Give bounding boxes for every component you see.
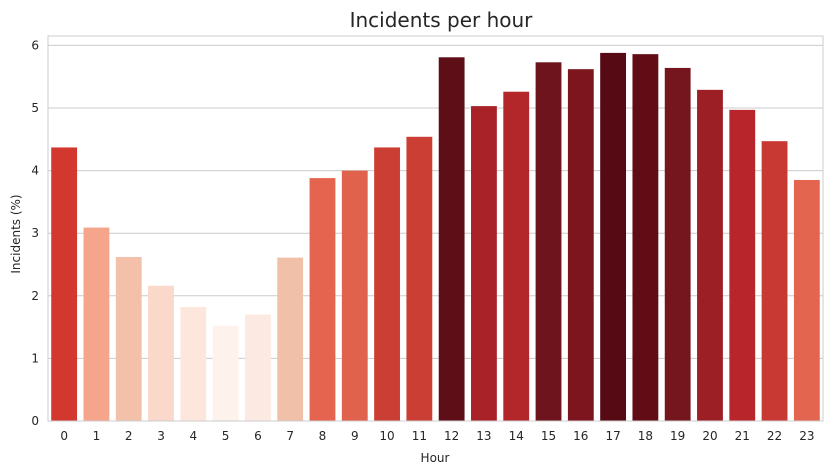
plot-frame <box>47 35 824 422</box>
bars <box>51 52 820 422</box>
bar-hour-3 <box>148 285 174 421</box>
bar-hour-23 <box>793 179 820 421</box>
chart-title: Incidents per hour <box>350 8 534 32</box>
bar-hour-9 <box>341 170 368 421</box>
y-tick-label: 3 <box>31 226 39 240</box>
x-tick-label: 1 <box>93 429 101 443</box>
bar-hour-11 <box>406 136 433 421</box>
bar-hour-16 <box>567 69 594 421</box>
x-tick-label: 6 <box>254 429 262 443</box>
x-tick-label: 8 <box>319 429 327 443</box>
x-tick-label: 13 <box>476 429 491 443</box>
x-tick-label: 12 <box>444 429 459 443</box>
x-tick-label: 9 <box>351 429 359 443</box>
x-tick-label: 19 <box>670 429 685 443</box>
bar-hour-4 <box>180 307 207 421</box>
x-tick-label: 15 <box>541 429 556 443</box>
bar-hour-14 <box>503 91 530 421</box>
bar-hour-0 <box>51 147 78 421</box>
bar-hour-19 <box>664 67 691 422</box>
x-tick-label: 22 <box>767 429 782 443</box>
x-tick-label: 16 <box>573 429 588 443</box>
y-tick-label: 4 <box>31 164 39 178</box>
x-tick-label: 23 <box>799 429 814 443</box>
bar-hour-18 <box>632 54 659 421</box>
bar-hour-21 <box>729 109 756 421</box>
bar-hour-15 <box>535 62 562 421</box>
bar-hour-8 <box>309 178 336 421</box>
x-tick-label: 4 <box>189 429 197 443</box>
bar-hour-2 <box>115 256 142 421</box>
x-tick-label: 10 <box>379 429 394 443</box>
bar-hour-17 <box>600 52 627 422</box>
x-tick-label: 21 <box>735 429 750 443</box>
bar-hour-12 <box>438 57 465 422</box>
y-tick-label: 6 <box>31 38 39 52</box>
bar-hour-13 <box>471 106 497 421</box>
bar-hour-22 <box>761 141 788 422</box>
y-tick-label: 2 <box>31 289 39 303</box>
x-tick-label: 14 <box>509 429 524 443</box>
y-tick-label: 1 <box>31 351 39 365</box>
y-tick-labels: 0 1 2 3 4 5 6 <box>31 38 39 428</box>
bar-hour-20 <box>697 89 723 421</box>
x-tick-label: 2 <box>125 429 133 443</box>
bar-hour-5 <box>212 325 239 421</box>
x-tick-label: 7 <box>286 429 294 443</box>
y-tick-label: 5 <box>31 101 39 115</box>
bar-hour-10 <box>374 147 400 421</box>
bar-hour-7 <box>277 257 304 421</box>
bar-hour-6 <box>244 314 271 421</box>
x-tick-label: 0 <box>60 429 68 443</box>
x-tick-labels: 0 1 2 3 4 5 6 7 8 9 10 11 12 13 14 15 16 17 18 19 20 21 22 23 <box>60 429 814 443</box>
x-tick-label: 18 <box>638 429 653 443</box>
x-axis-label: Hour <box>421 451 450 465</box>
y-axis-label: Incidents (%) <box>9 194 23 273</box>
x-tick-label: 11 <box>412 429 427 443</box>
x-tick-label: 5 <box>222 429 230 443</box>
bar-hour-1 <box>83 227 110 421</box>
x-tick-label: 3 <box>157 429 165 443</box>
grid-lines <box>48 44 823 422</box>
x-tick-label: 20 <box>702 429 717 443</box>
y-tick-label: 0 <box>31 414 39 428</box>
x-tick-label: 17 <box>605 429 620 443</box>
